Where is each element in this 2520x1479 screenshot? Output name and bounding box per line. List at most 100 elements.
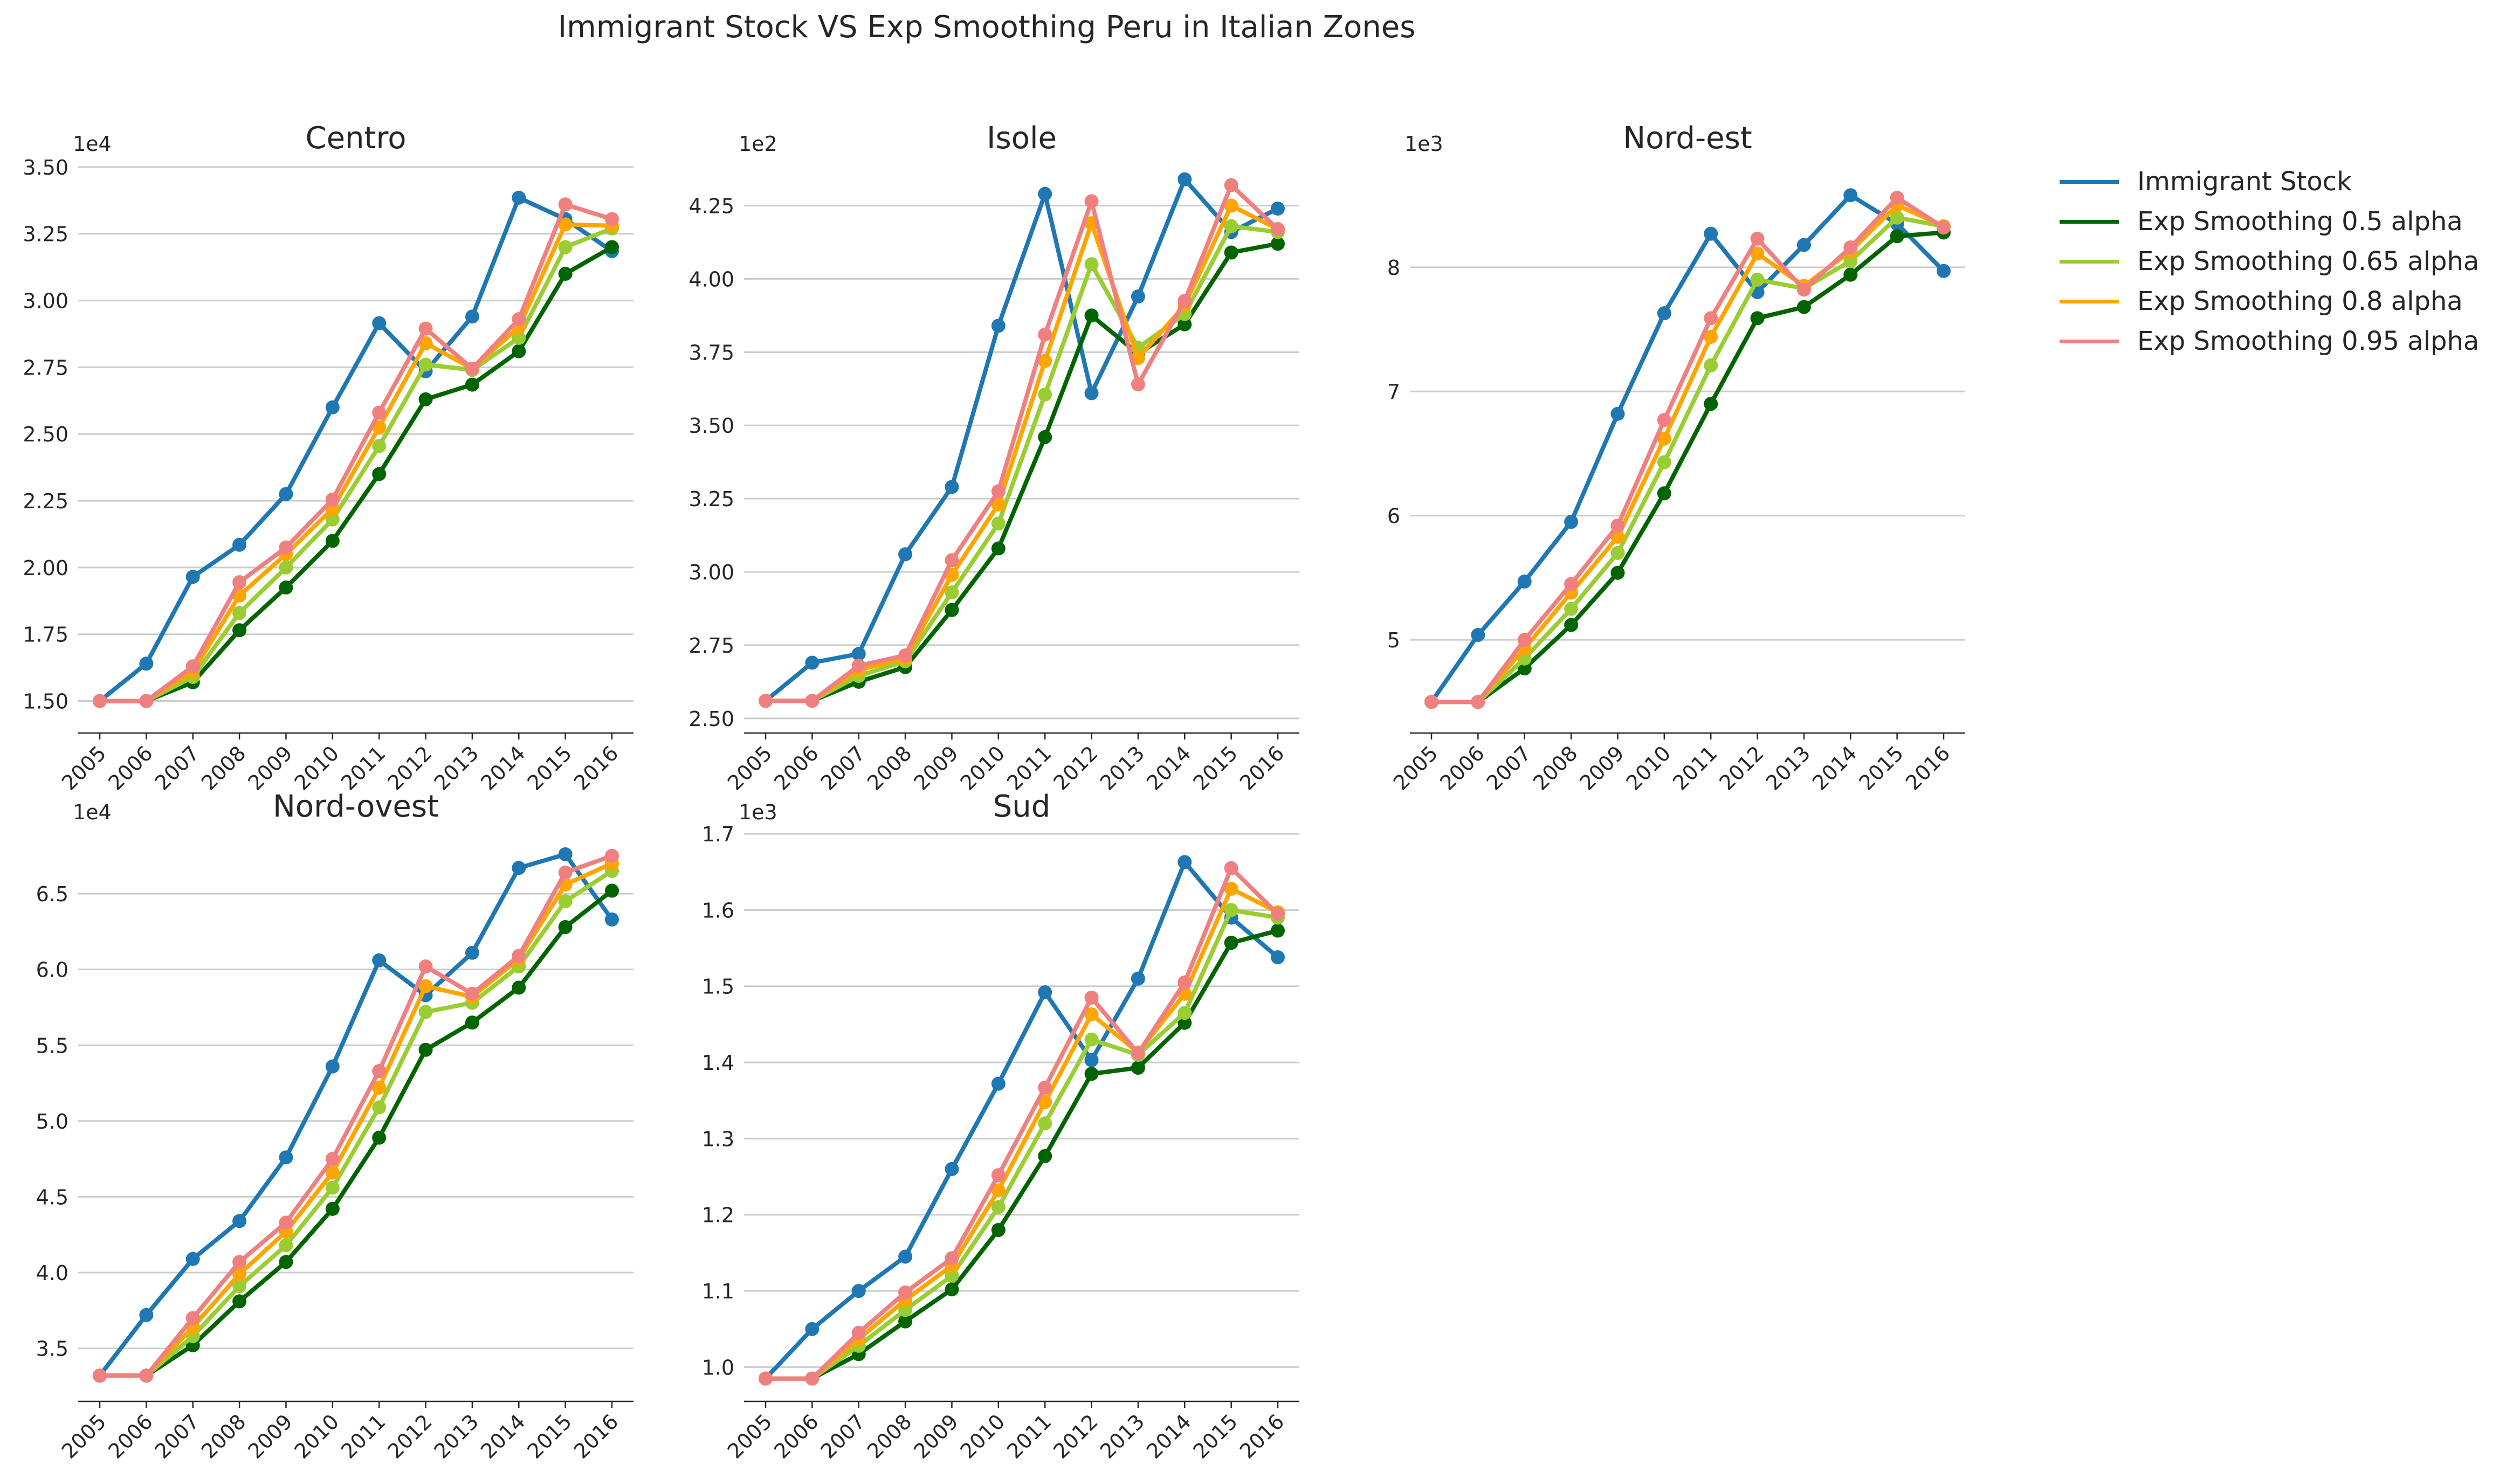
data-point [558, 865, 573, 880]
data-point [418, 1005, 433, 1019]
data-point [945, 480, 959, 494]
x-tick-label: 2016 [1901, 741, 1955, 795]
y-tick-label: 3.00 [688, 561, 734, 584]
data-point [465, 1015, 479, 1030]
offset-label: 1e3 [739, 800, 777, 824]
data-point [1084, 308, 1099, 323]
x-tick-label: 2016 [569, 741, 623, 795]
x-tick-label: 2015 [1188, 1409, 1242, 1463]
data-point [1564, 577, 1579, 591]
x-tick-label: 2014 [476, 1409, 530, 1463]
x-tick-label: 2006 [104, 1409, 157, 1463]
offset-label: 1e4 [73, 132, 112, 156]
series-line [766, 908, 1278, 1381]
data-point [1657, 486, 1671, 501]
data-point [558, 847, 573, 861]
x-tick-label: 2015 [1854, 741, 1908, 795]
data-point [325, 492, 340, 507]
data-point [372, 420, 387, 434]
data-point [1038, 1149, 1052, 1163]
data-point [418, 357, 433, 372]
data-point [325, 1152, 340, 1166]
data-point [1564, 602, 1579, 616]
legend-swatch [2060, 219, 2119, 224]
data-point [279, 580, 293, 595]
legend-label: Exp Smoothing 0.95 alpha [2137, 326, 2480, 356]
x-tick-label: 2008 [1528, 741, 1582, 795]
series-line [766, 241, 1278, 703]
data-point [1224, 936, 1238, 950]
data-point [139, 1369, 154, 1383]
data-point [1890, 190, 1904, 205]
data-point [279, 1215, 293, 1230]
x-tick-label: 2008 [197, 1409, 251, 1463]
x-tick-label: 2013 [1761, 741, 1815, 795]
x-tick-label: 2009 [243, 741, 297, 795]
x-tick-label: 2007 [150, 1409, 204, 1463]
data-point [1843, 240, 1858, 254]
series-line [1431, 215, 1944, 704]
data-point [1890, 210, 1904, 225]
x-tick-label: 2009 [909, 1409, 963, 1463]
data-point [991, 484, 1006, 499]
legend-label: Immigrant Stock [2137, 167, 2352, 197]
data-point [1131, 1046, 1145, 1061]
y-tick-label: 6.5 [36, 882, 68, 906]
data-point [851, 647, 866, 661]
series-line [100, 869, 614, 1378]
data-point [512, 344, 526, 358]
data-point [1704, 311, 1718, 326]
x-tick-label: 2011 [336, 1409, 390, 1463]
data-point [418, 1042, 433, 1057]
data-point [1224, 881, 1238, 896]
data-point [465, 986, 479, 1001]
offset-label: 1e4 [73, 800, 112, 824]
data-point [93, 1369, 107, 1383]
data-point [1038, 430, 1052, 444]
y-tick-label: 3.75 [688, 341, 734, 364]
series-line [766, 224, 1278, 703]
y-tick-label: 1.0 [702, 1356, 734, 1379]
x-tick-label: 2009 [909, 741, 963, 795]
x-tick-label: 2006 [1435, 741, 1489, 795]
x-tick-label: 2007 [1482, 741, 1536, 795]
data-point [1084, 386, 1099, 400]
data-point [1517, 661, 1532, 676]
x-tick-label: 2011 [1668, 741, 1722, 795]
data-point [1224, 903, 1238, 917]
data-point [1084, 1007, 1099, 1022]
subplot-title: Nord-est [1623, 121, 1752, 156]
data-point [232, 1255, 247, 1269]
data-point [558, 920, 573, 934]
data-point [1038, 1116, 1052, 1131]
data-point [1084, 1032, 1099, 1047]
data-point [1038, 327, 1052, 342]
y-tick-label: 2.00 [23, 556, 68, 580]
legend-label: Exp Smoothing 0.8 alpha [2137, 286, 2463, 316]
legend-item: Exp Smoothing 0.95 alpha [2060, 321, 2479, 361]
data-point [1038, 186, 1052, 201]
data-point [945, 1162, 959, 1176]
data-point [1610, 545, 1625, 560]
series-line [1429, 193, 1945, 703]
data-point [991, 541, 1006, 556]
x-tick-label: 2015 [1188, 741, 1242, 795]
data-point [1564, 515, 1579, 529]
data-point [1750, 231, 1765, 246]
data-point [1084, 194, 1099, 209]
data-point [805, 655, 820, 670]
data-point [372, 1080, 387, 1095]
data-point [418, 336, 433, 350]
data-point [418, 392, 433, 406]
y-tick-label: 3.50 [23, 156, 68, 179]
data-point [1610, 519, 1625, 533]
series-line [766, 203, 1279, 703]
data-point [418, 959, 433, 974]
y-tick-label: 1.50 [23, 690, 68, 714]
data-point [605, 883, 619, 898]
data-point [232, 1267, 247, 1281]
series-line [766, 886, 1279, 1381]
x-tick-label: 2010 [290, 1409, 344, 1463]
data-point [1271, 237, 1285, 251]
